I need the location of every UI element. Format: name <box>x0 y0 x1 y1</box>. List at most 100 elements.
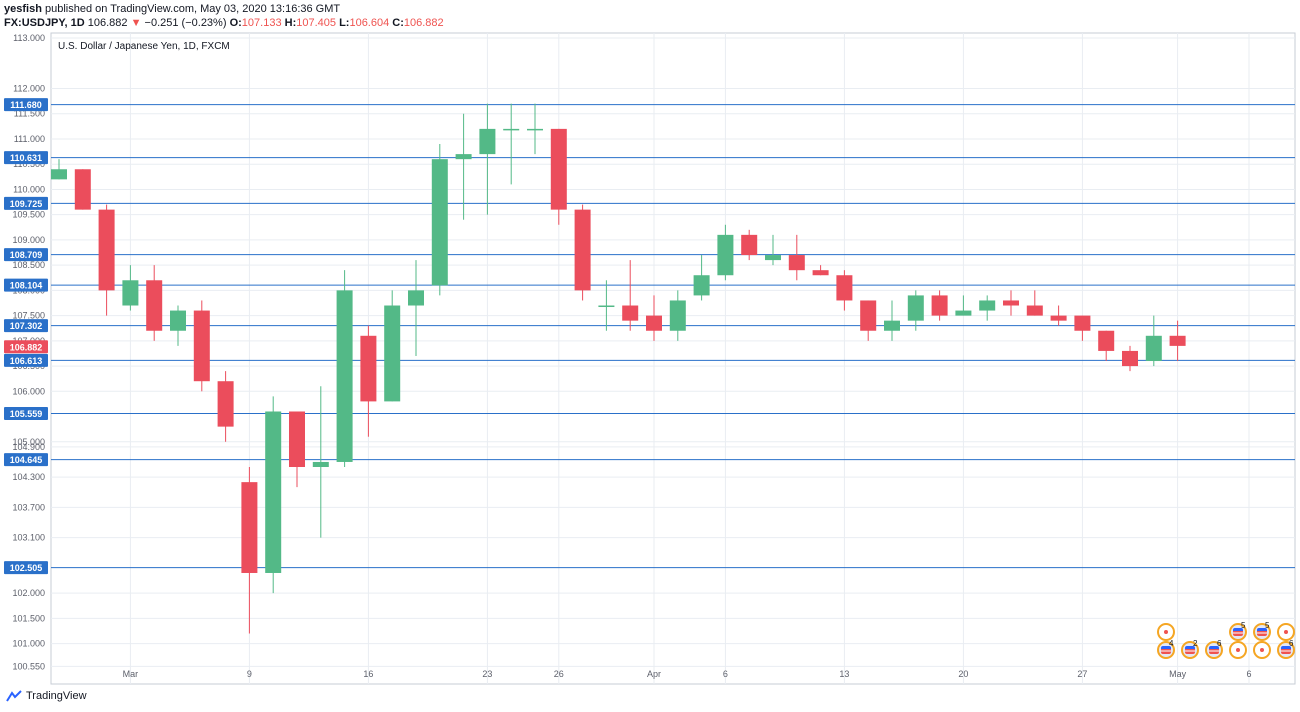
y-tick-label: 110.500 <box>13 159 45 169</box>
candle-body <box>550 128 567 210</box>
candle-body <box>1003 300 1019 306</box>
low-label: L: <box>339 17 350 29</box>
candle-body <box>241 482 258 573</box>
candle-body <box>788 255 805 271</box>
dot-event-icon[interactable] <box>1157 623 1175 641</box>
footer-brand[interactable]: TradingView <box>6 690 87 702</box>
y-tick-label: 111.000 <box>14 134 45 144</box>
candle-body <box>1026 305 1043 316</box>
y-tick-label: 106.000 <box>12 386 45 396</box>
y-tick-label: 103.100 <box>12 533 45 543</box>
level-tag-bg <box>4 98 48 112</box>
candlesticks <box>51 103 1186 634</box>
y-tick-label: 110.000 <box>13 184 45 194</box>
candle-body <box>408 290 424 306</box>
event-count: 6 <box>1289 639 1294 648</box>
candle-body <box>669 300 686 331</box>
flag-event-icon[interactable] <box>1229 623 1247 641</box>
y-tick-label: 111.500 <box>14 109 45 119</box>
level-tag-bg <box>4 561 48 575</box>
last-value: 106.882 <box>87 17 128 29</box>
y-axis: 113.000 112.000 111.500 111.000 110.500 110.0… <box>12 33 45 671</box>
level-tag-label: 110.631 <box>10 153 42 163</box>
close-label: C: <box>392 17 404 29</box>
level-tag-label: 108.104 <box>10 281 43 291</box>
high-label: H: <box>284 17 297 29</box>
y-tick-label: 108.500 <box>12 260 45 270</box>
x-tick-label: 16 <box>363 669 373 679</box>
event-count: 5 <box>1265 621 1270 630</box>
y-tick-label: 101.500 <box>12 613 45 623</box>
last-price-tag-label: 106.882 <box>10 342 43 352</box>
candle-body <box>122 280 139 306</box>
y-tick-label: 102.000 <box>12 588 45 598</box>
candle-body <box>1074 315 1091 331</box>
flag-event-icon[interactable] <box>1253 623 1271 641</box>
candle-body <box>289 411 305 467</box>
chart-title: U.S. Dollar / Japanese Yen, 1D, FXCM <box>58 41 230 52</box>
flag-event-icon[interactable] <box>1157 641 1175 659</box>
candle-body <box>765 255 781 261</box>
change-value: −0.251 (−0.23%) <box>144 17 227 29</box>
event-count: 4 <box>1169 639 1174 648</box>
level-tag-bg <box>4 151 48 165</box>
plot-area <box>50 32 1296 685</box>
x-tick-label: 6 <box>723 669 728 679</box>
candle-body <box>1169 335 1186 346</box>
x-tick-label: 23 <box>482 669 492 679</box>
event-count: 2 <box>1193 639 1198 648</box>
level-tag-label: 109.725 <box>10 199 43 209</box>
last-price-tag-bg <box>4 340 48 354</box>
candle-body <box>431 159 448 286</box>
x-tick-label: Apr <box>647 669 661 679</box>
dot-event-icon[interactable] <box>1229 641 1247 659</box>
candle-body <box>860 300 877 331</box>
candle-body <box>884 320 900 331</box>
level-tag-bg <box>4 453 48 467</box>
flag-event-icon[interactable] <box>1205 641 1223 659</box>
brand-name: TradingView <box>26 690 87 702</box>
level-tag-label: 105.559 <box>10 409 43 419</box>
candle-body <box>1098 330 1115 351</box>
publisher-name[interactable]: yesfish <box>4 3 42 15</box>
candle-body <box>955 310 972 316</box>
candle-body <box>503 128 520 131</box>
candle-body <box>455 154 472 160</box>
candle-body <box>479 128 496 155</box>
x-tick-label: 26 <box>554 669 564 679</box>
y-tick-label: 109.000 <box>12 235 45 245</box>
candle-body <box>217 381 234 427</box>
event-count: 5 <box>1241 621 1246 630</box>
y-tick-label: 104.900 <box>12 442 45 452</box>
dot-event-icon[interactable] <box>1253 641 1271 659</box>
candle-body <box>336 290 353 462</box>
candle-body <box>622 305 639 321</box>
candle-body <box>693 275 710 296</box>
y-tick-label: 100.550 <box>12 661 45 671</box>
x-tick-label: 20 <box>958 669 968 679</box>
high-value: 107.405 <box>296 17 336 29</box>
flag-event-icon[interactable] <box>1181 641 1199 659</box>
low-value: 106.604 <box>349 17 390 29</box>
candle-body <box>836 275 853 301</box>
y-tick-label: 101.000 <box>12 639 45 649</box>
symbol-legend: FX:USDJPY, 1D 106.882 ▼ −0.251 (−0.23%) … <box>4 17 444 29</box>
grid <box>51 33 1295 684</box>
level-tag-bg <box>4 353 48 367</box>
level-tag-label: 102.505 <box>10 563 43 573</box>
level-tag-label: 111.680 <box>10 100 42 110</box>
x-tick-label: May <box>1169 669 1187 679</box>
y-tick-label: 107.500 <box>12 311 45 321</box>
level-tags: 111.680 110.631 109.725 108.709 108.104 107.3… <box>4 98 48 575</box>
y-tick-label: 109.500 <box>12 210 45 220</box>
y-tick-label: 103.700 <box>12 502 45 512</box>
dot-event-icon[interactable] <box>1277 623 1295 641</box>
x-tick-label: 13 <box>839 669 849 679</box>
level-tag-bg <box>4 248 48 262</box>
candle-body <box>646 315 662 331</box>
candle-body <box>907 295 924 321</box>
flag-event-icon[interactable] <box>1277 641 1295 659</box>
x-tick-label: Mar <box>123 669 139 679</box>
candle-body <box>312 461 329 467</box>
